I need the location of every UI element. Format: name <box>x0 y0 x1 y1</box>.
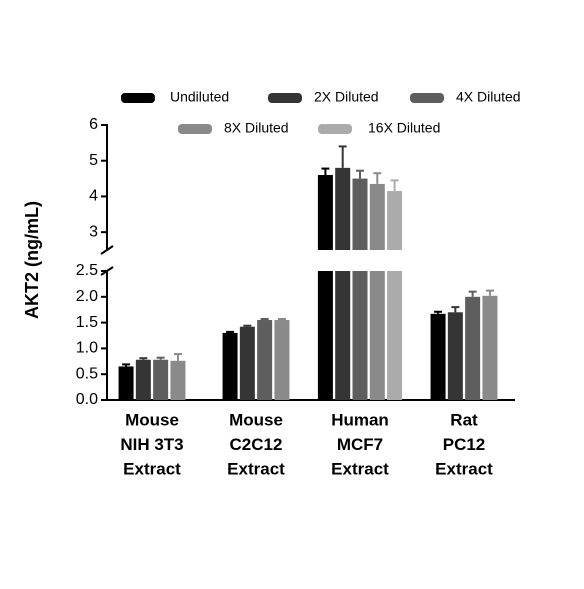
bar <box>170 360 186 400</box>
bar <box>447 312 463 400</box>
bar <box>153 359 169 400</box>
bar-lower <box>352 271 368 400</box>
bar <box>465 296 481 400</box>
bar <box>135 359 151 400</box>
y-tick-label: 5 <box>89 152 98 169</box>
y-tick-label: 2.5 <box>76 262 98 279</box>
bar-lower <box>387 271 403 400</box>
axis-break <box>100 245 114 255</box>
x-tick-label: Mouse <box>229 410 283 429</box>
y-tick-label: 2.0 <box>76 288 98 305</box>
legend-label: 8X Diluted <box>224 120 289 136</box>
bar-lower <box>335 271 351 400</box>
y-tick-label: 1.5 <box>76 314 98 331</box>
bar-upper <box>335 167 351 250</box>
bar-upper <box>387 191 403 250</box>
y-tick-label: 3 <box>89 223 98 240</box>
legend-label: 2X Diluted <box>314 89 379 105</box>
bar <box>222 332 238 400</box>
y-tick-label: 0.0 <box>76 391 98 408</box>
x-tick-label: Extract <box>123 459 181 478</box>
x-tick-label: Extract <box>227 459 285 478</box>
legend-swatch <box>318 124 352 134</box>
x-tick-label: C2C12 <box>230 435 283 454</box>
bar-lower <box>369 271 385 400</box>
y-tick-label: 6 <box>89 116 98 133</box>
bar-upper <box>352 178 368 250</box>
x-tick-label: Rat <box>450 410 478 429</box>
y-axis-label: AKT2 (ng/mL) <box>22 201 42 319</box>
y-tick-label: 0.5 <box>76 365 98 382</box>
x-tick-label: Extract <box>435 459 493 478</box>
bar-lower <box>317 271 333 400</box>
x-tick-label: Extract <box>331 459 389 478</box>
legend-swatch <box>121 93 155 103</box>
legend-label: 4X Diluted <box>456 89 521 105</box>
bar <box>430 313 446 400</box>
bar-upper <box>317 175 333 250</box>
bar-upper <box>369 183 385 250</box>
bar <box>118 366 134 400</box>
legend-label: 16X Diluted <box>368 120 440 136</box>
bar <box>482 295 498 400</box>
legend-swatch <box>178 124 212 134</box>
legend-label: Undiluted <box>170 89 229 105</box>
x-tick-label: Mouse <box>125 410 179 429</box>
bar <box>257 320 273 400</box>
x-tick-label: PC12 <box>443 435 486 454</box>
bar <box>274 320 290 400</box>
x-tick-label: MCF7 <box>337 435 383 454</box>
bar <box>239 326 255 400</box>
x-tick-label: NIH 3T3 <box>120 435 183 454</box>
legend-swatch <box>268 93 302 103</box>
legend-swatch <box>410 93 444 103</box>
y-tick-label: 1.0 <box>76 340 98 357</box>
x-tick-label: Human <box>331 410 389 429</box>
y-tick-label: 4 <box>89 188 98 205</box>
